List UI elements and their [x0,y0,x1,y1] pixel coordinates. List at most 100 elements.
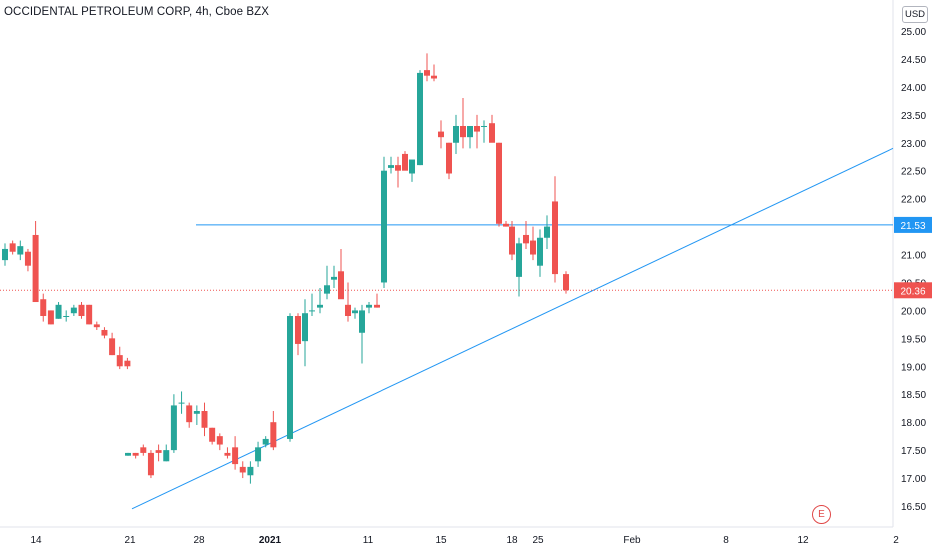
candle-body [124,360,131,367]
y-tick-label: 23.50 [901,111,926,122]
candle-body [55,304,62,319]
candle-body [402,153,408,171]
y-tick-label: 17.50 [901,446,926,457]
candle-body [287,316,293,439]
candle-body [178,402,185,404]
x-tick-label: 15 [435,535,447,546]
candle-body [193,411,200,414]
candle-body [302,313,308,342]
candle-body [324,285,330,294]
candle-body [530,240,536,255]
earnings-marker[interactable]: E [812,505,831,524]
candle-body [86,304,93,325]
candle-body [125,452,131,456]
candle-body [431,75,437,79]
candle-body [374,304,380,308]
candle-body [338,271,344,300]
candle-body [467,125,473,138]
y-tick-label: 22.00 [901,195,926,206]
candle-body [331,276,337,280]
candle-body [70,307,77,314]
candle-body [78,304,85,317]
candle-body [186,405,193,423]
candle-body [132,452,139,456]
candle-body [359,310,365,333]
candle-body [247,466,254,476]
x-tick-label: 8 [723,535,729,546]
candle-body [255,447,262,462]
y-tick-label: 19.00 [901,362,926,373]
chart-title: OCCIDENTAL PETROLEUM CORP, 4h, Cboe BZX [4,6,270,18]
candle-body [496,142,502,224]
candle-body [24,251,31,266]
candle-body [224,452,231,456]
y-tick-label: 19.50 [901,334,926,345]
candle-body [509,226,515,255]
candle-body [537,237,543,266]
candle-body [2,248,8,261]
candle-body [163,450,170,462]
candle-body [516,243,522,277]
candle-body [140,447,147,453]
x-tick-label: 28 [193,535,205,546]
candle-body [209,427,216,442]
y-tick-label: 24.50 [901,55,926,66]
candle-body [232,447,239,465]
candle-body [453,125,459,143]
y-tick-label: 21.00 [901,251,926,262]
candle-body [317,304,323,308]
candle-body [109,338,116,356]
candle-body [216,436,223,445]
trendline [131,147,894,510]
x-tick-label: 14 [30,535,42,546]
candle-body [155,450,162,453]
y-tick-label: 25.00 [901,27,926,38]
horizontal-level-label: 21.53 [900,221,925,232]
candle-body [345,304,351,317]
candle-body [381,170,387,283]
candle-body [239,466,246,473]
candle-body [47,310,54,325]
y-tick-label: 16.50 [901,502,926,513]
candle-body [409,159,415,174]
candle-body [563,274,569,291]
candle-body [201,411,208,428]
x-tick-label: 25 [532,535,544,546]
candle-body [481,125,487,127]
candle-body [417,72,423,166]
y-tick-label: 24.00 [901,83,926,94]
y-tick-label: 20.00 [901,306,926,317]
x-tick-label: 11 [363,535,374,546]
candle-body [552,201,558,275]
x-tick-label: 12 [797,535,809,546]
y-tick-label: 22.50 [901,167,926,178]
candle-body [295,316,301,344]
y-tick-label: 18.00 [901,418,926,429]
candle-body [489,123,495,143]
x-tick-label: 21 [124,535,136,546]
horizontal-level-label-bg [894,216,932,233]
candle-body [270,422,277,448]
currency-button[interactable]: USD [902,6,928,23]
candle-body [438,131,444,138]
candle-body [17,246,24,255]
last-price-label: 20.36 [900,286,925,297]
candle-body [352,310,358,314]
candle-body [544,226,550,238]
candle-body [388,165,394,168]
candle-body [101,329,108,336]
candle-body [460,125,466,138]
candle-body [309,310,315,312]
last-price-label-bg [894,282,932,299]
candle-body [262,438,269,445]
x-tick-label: 2021 [259,535,282,546]
candle-body [170,405,177,451]
x-tick-label: Feb [623,535,641,546]
candle-body [503,223,509,227]
y-tick-label: 18.50 [901,390,926,401]
candle-body [9,243,16,252]
candle-body [40,299,47,317]
candle-body [63,316,70,318]
candle-body [424,70,430,76]
